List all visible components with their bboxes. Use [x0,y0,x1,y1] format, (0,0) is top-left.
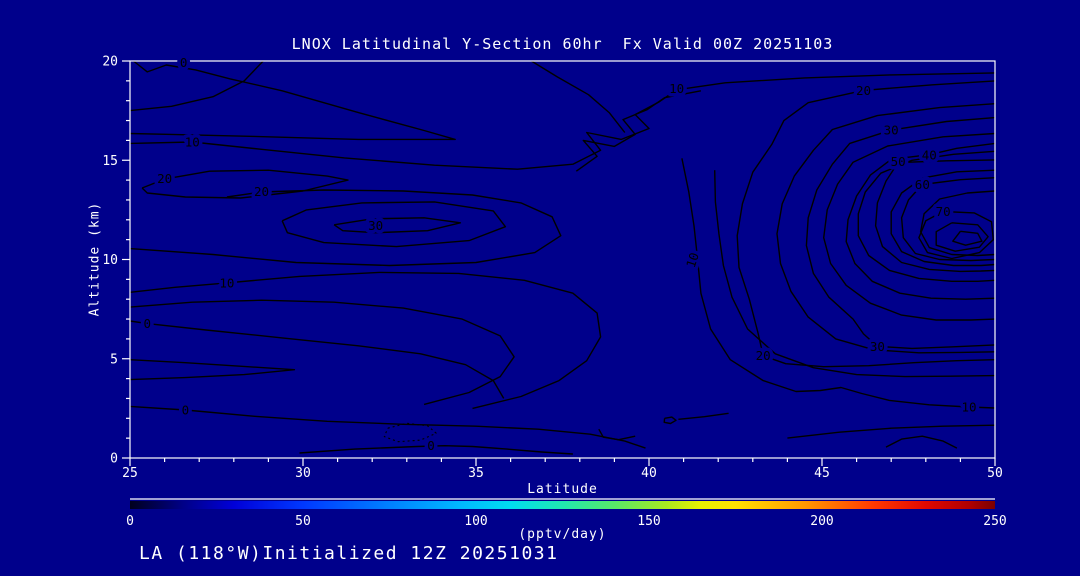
colorbar-tick-label: 50 [295,514,311,529]
contour-line-level-80 [935,222,989,252]
contour-line-level-35 [823,132,996,321]
contour-label-10: 10 [669,81,684,96]
contour-label-50: 50 [891,154,906,169]
contour-line-level-15 [575,90,702,172]
contour-line-level-0 [129,320,505,399]
x-tick-label: 40 [641,466,657,481]
contour-label-10: 10 [962,399,977,414]
contour-label-0: 0 [427,438,435,453]
contour-line-level-5 [129,359,296,381]
colorbar-gradient [130,501,995,509]
contour-line-level-5 [678,412,729,420]
contour-label-70: 70 [936,204,951,219]
contour-label-30: 30 [368,218,383,233]
colorbar-tick-label: 100 [464,514,487,529]
contour-label-20: 20 [254,184,269,199]
y-tick-label: 5 [110,352,118,367]
contour-line-level-0 [129,60,264,112]
colorbar-tick-label: 150 [637,514,660,529]
contour-line-level-20 [129,189,562,267]
contour-label-10: 10 [185,134,200,149]
contour-line-level-20 [141,169,349,199]
contour-label-0: 0 [182,402,190,417]
contour-line-level-5 [531,60,626,133]
contour-label-40: 40 [922,147,937,162]
contour-label-20: 20 [157,171,172,186]
contour-line-level-50 [874,159,996,273]
contour-label-10: 10 [683,251,702,270]
contour-label-20: 20 [756,348,771,363]
contour-line-level-30 [333,217,462,234]
contour-line-level-5 [885,435,958,449]
contour-line-level-10 [129,72,996,170]
contour-label-10: 10 [219,275,234,290]
contour-line-level-70 [918,210,994,260]
contour-line-level-0 [129,60,456,141]
x-tick-label: 30 [295,466,311,481]
contour-label-30: 30 [870,339,885,354]
x-axis-label: Latitude [527,482,598,497]
contour-line-level-20 [736,80,996,368]
x-tick-label: 35 [468,466,484,481]
contour-line-level-25 [281,201,507,248]
y-tick-label: 20 [102,55,118,70]
contour-line-level-5 [129,299,515,406]
colorbar-tick-label: 250 [983,514,1006,529]
colorbar-tick-label: 0 [126,514,134,529]
contour-field [129,60,996,455]
y-tick-label: 0 [110,452,118,467]
contour-label-30: 30 [884,122,899,137]
contour-line-level--5 [383,422,437,443]
contour-line-level-0 [129,405,646,449]
contour-line-level-30 [805,116,996,350]
init-info-text: LA (118°W)Initialized 12Z 20251031 [139,543,559,564]
colorbar-tick-label: 200 [810,514,833,529]
x-tick-label: 45 [814,466,830,481]
contour-line-level-0 [598,428,636,441]
contour-line-level-0 [299,445,573,455]
contour-line-level-60 [900,177,996,262]
contour-line-level-15 [714,170,996,378]
contour-line-level-55 [890,169,996,267]
contour-label-20: 20 [856,83,871,98]
contour-label-60: 60 [915,177,930,192]
y-tick-label: 15 [102,154,118,169]
contour-label-0: 0 [144,316,152,331]
contour-line-level-10 [129,271,602,410]
x-tick-label: 50 [987,466,1003,481]
contour-line-level-25 [776,103,996,354]
contour-label-0: 0 [180,55,188,70]
contour-line-level-5 [787,424,996,439]
contour-line-level-10 [681,158,996,409]
contour-line-level-45 [857,150,996,282]
contour-line-level-40 [845,142,996,300]
colorbar-units-label: (pptv/day) [518,527,607,542]
contour-line-level-90 [952,230,983,246]
y-tick-label: 10 [102,253,118,268]
contour-line-level-5 [663,416,677,425]
plot-title: LNOX Latitudinal Y-Section 60hr Fx Valid… [291,35,834,53]
x-tick-label: 25 [122,466,138,481]
y-axis-label: Altitude (km) [87,201,103,317]
